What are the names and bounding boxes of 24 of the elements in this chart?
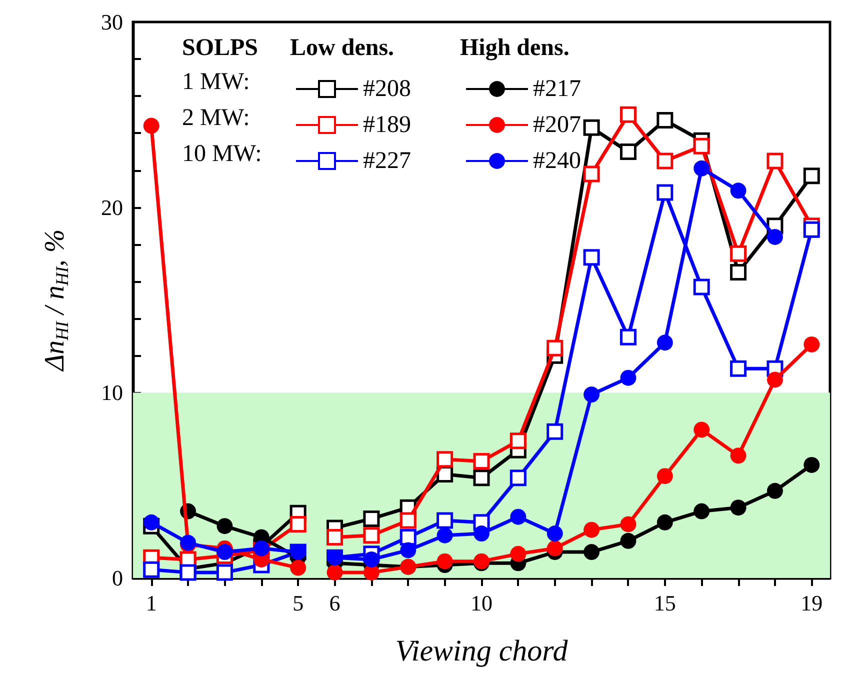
legend-label: #208 (363, 76, 411, 102)
legend-title: SOLPS (182, 35, 258, 61)
x-tick-label: 15 (654, 590, 676, 616)
x-tick-label: 5 (292, 590, 304, 616)
y-tick-label: 10 (101, 380, 123, 406)
annotation: 1 MW: (182, 69, 250, 95)
y-tick-label: 20 (101, 194, 123, 220)
x-axis-title: Viewing chord (395, 634, 569, 668)
legend-label: #207 (533, 112, 581, 138)
y-axis-title: ΔnHI / nHI, % (40, 229, 72, 372)
annotation: 10 MW: (182, 141, 262, 167)
annotation: High dens. (460, 35, 570, 61)
y-tick-label: 0 (112, 566, 123, 590)
legend-label: #189 (363, 112, 411, 138)
legend-label: #227 (363, 148, 411, 174)
legend-label: #240 (533, 148, 581, 174)
legend-label: #217 (533, 76, 581, 102)
x-tick-label: 6 (329, 590, 340, 616)
annotation: Low dens. (290, 35, 394, 61)
x-tick-label: 19 (800, 590, 823, 616)
x-tick-label: 10 (470, 590, 492, 616)
x-tick-label: 1 (146, 590, 157, 616)
y-tick-label: 30 (101, 10, 123, 34)
annotation: 2 MW: (182, 105, 250, 131)
